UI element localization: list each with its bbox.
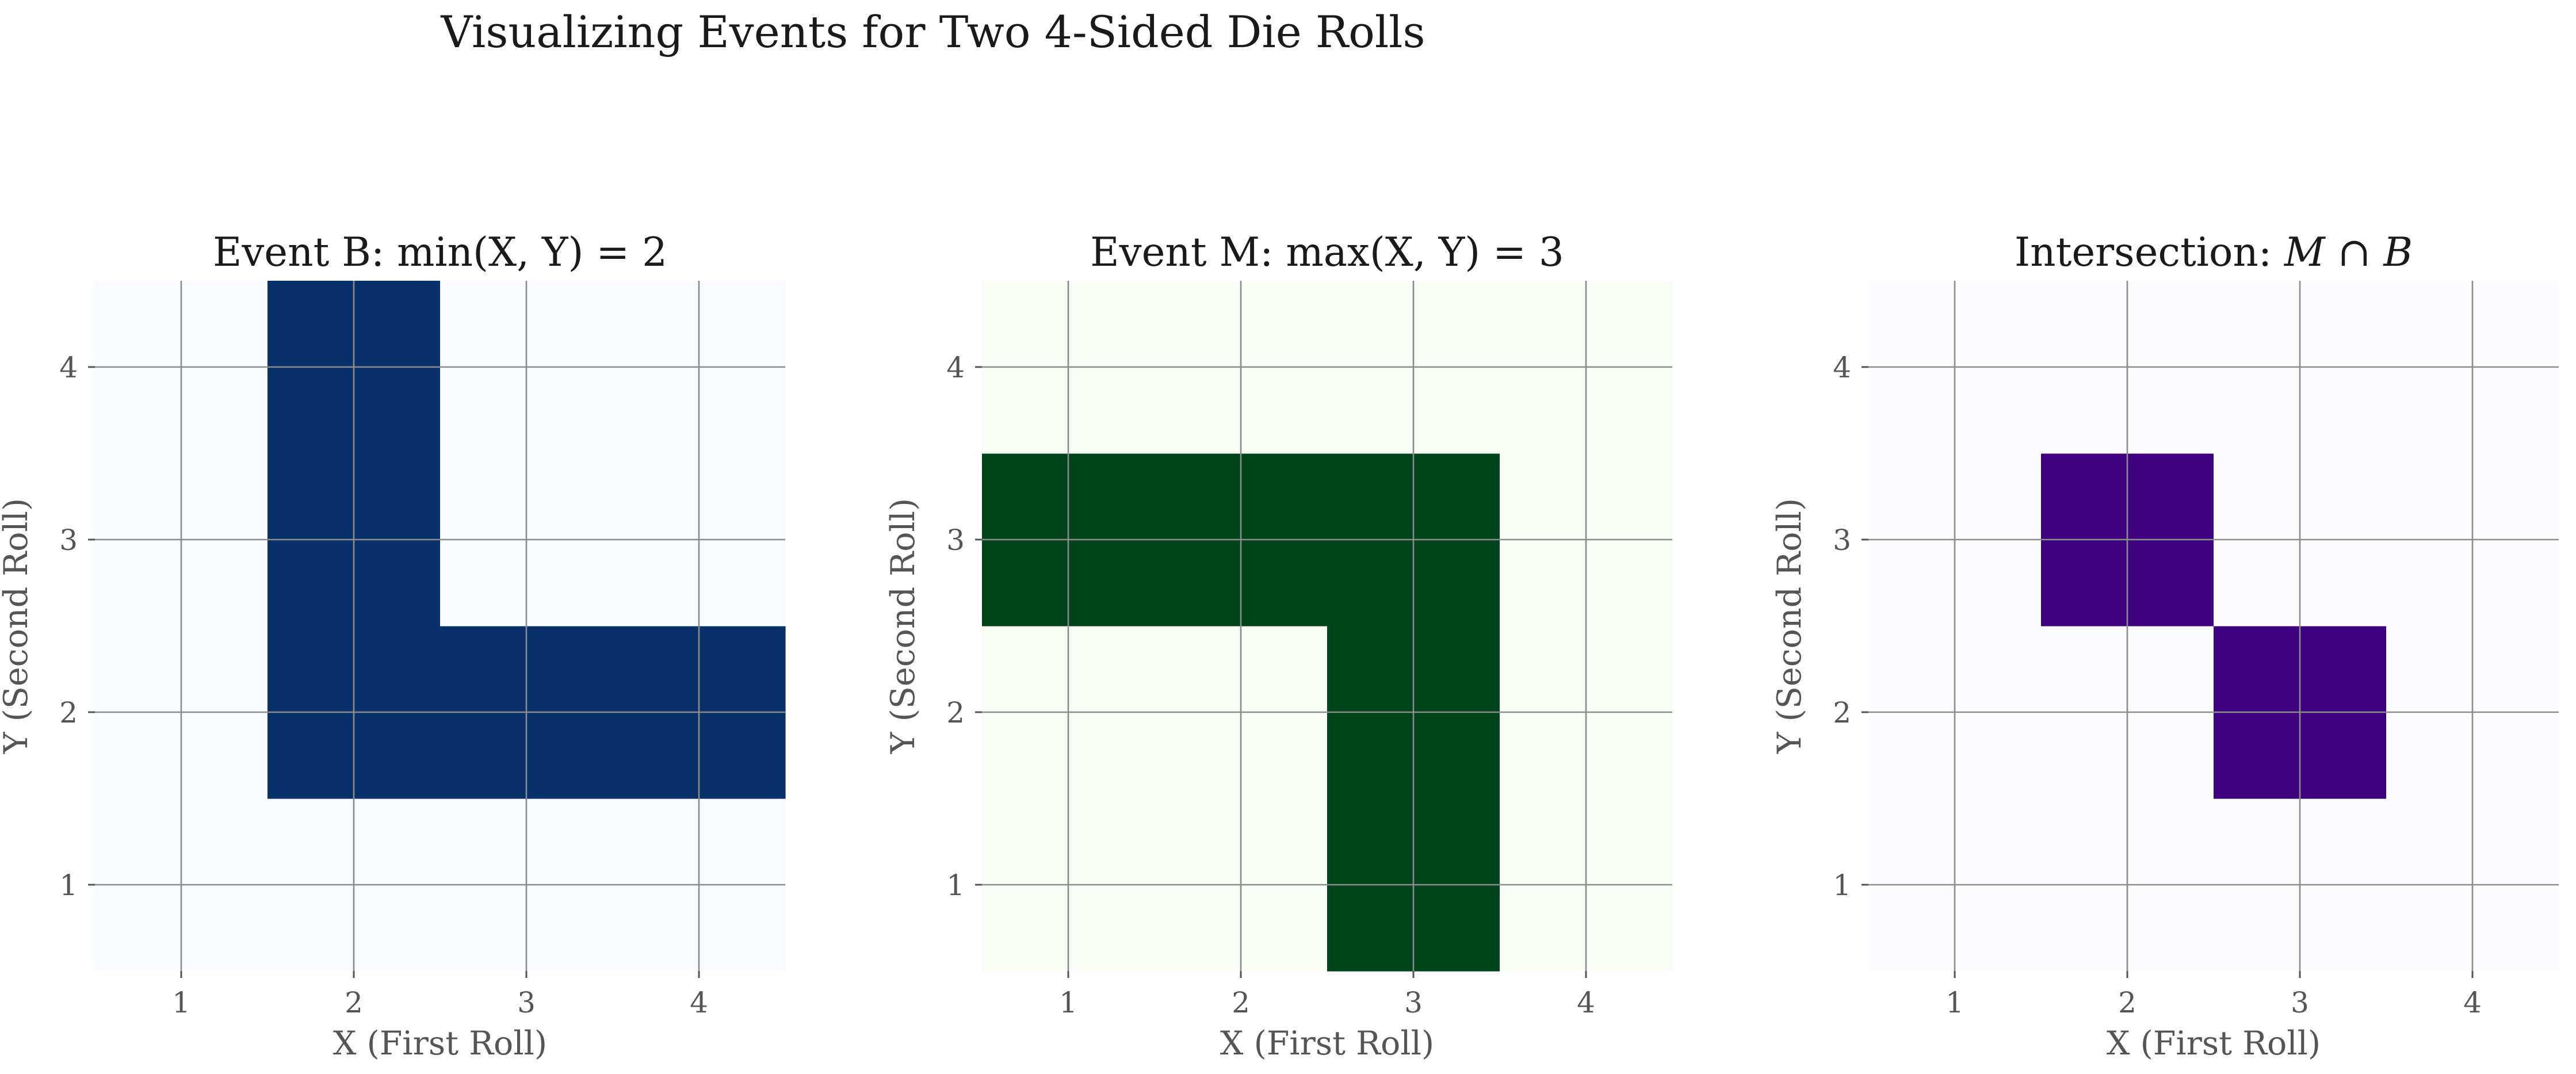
panel-event-m-ytick-2: 2 (946, 696, 965, 729)
panel-event-b-xtick-2: 2 (345, 986, 363, 1019)
panel-event-m-xlabel: X (First Roll) (1220, 1025, 1434, 1062)
panel-intersection-ytick-1: 1 (1833, 869, 1851, 902)
panel-event-b-ylabel: Y (Second Roll) (0, 498, 35, 754)
panel-intersection-ytick-4: 4 (1833, 351, 1851, 384)
panel-intersection-xlabel: X (First Roll) (2107, 1025, 2321, 1062)
panel-event-b-xtick-4: 4 (690, 986, 708, 1019)
panel-intersection-ytick-2: 2 (1833, 696, 1851, 729)
panel-intersection-xtick-3: 3 (2291, 986, 2309, 1019)
panel-intersection-title-prefix: Intersection: (2015, 230, 2284, 276)
panel-event-b-ytick-3: 3 (59, 523, 78, 557)
panel-event-b-xtick-1: 1 (172, 986, 190, 1019)
panel-intersection-ytick-3: 3 (1833, 523, 1851, 557)
panel-intersection-xtick-1: 1 (1946, 986, 1964, 1019)
panel-event-b-title: Event B: min(X, Y) = 2 (213, 230, 667, 276)
panel-event-m-ytick-4: 4 (946, 351, 965, 384)
panel-intersection-xtick-4: 4 (2463, 986, 2482, 1019)
panel-event-m: 1 2 3 4 1 2 3 4 Event M: max(X, Y) = 3 X (First… (884, 230, 1673, 1062)
panel-event-b-grid (95, 281, 785, 971)
panel-intersection-title-math: M ∩ B (2283, 230, 2413, 276)
panel-intersection-grid (1868, 281, 2559, 971)
panel-event-m-ytick-3: 3 (946, 523, 965, 557)
panel-event-m-cells (982, 281, 1673, 972)
panel-intersection-title: Intersection: M ∩ B (2015, 230, 2413, 276)
panel-event-m-ytick-1: 1 (946, 869, 965, 902)
panel-intersection-xtick-2: 2 (2118, 986, 2137, 1019)
panel-event-m-xtick-1: 1 (1059, 986, 1077, 1019)
panel-event-b-ytick-1: 1 (59, 869, 78, 902)
panel-event-m-grid (982, 281, 1672, 971)
panel-intersection-ticks: 1 2 3 4 1 2 3 4 (1833, 351, 2482, 1019)
panel-event-b-xlabel: X (First Roll) (333, 1025, 547, 1062)
panel-event-b-ytick-2: 2 (59, 696, 78, 729)
panel-event-m-ticks: 1 2 3 4 1 2 3 4 (946, 351, 1595, 1019)
panel-event-b: 1 2 3 4 1 2 3 4 Event B: min(X, Y) = 2 X (First… (0, 230, 786, 1062)
panel-event-b-xtick-3: 3 (517, 986, 536, 1019)
panel-event-b-cells (95, 281, 786, 972)
panel-event-m-xtick-3: 3 (1404, 986, 1423, 1019)
panel-event-m-xtick-2: 2 (1232, 986, 1250, 1019)
panel-event-b-ticks: 1 2 3 4 1 2 3 4 (59, 351, 708, 1019)
panel-intersection: 1 2 3 4 1 2 3 4 Intersection: M ∩ B X (First Ro… (1771, 230, 2559, 1062)
panel-event-m-title: Event M: max(X, Y) = 3 (1090, 230, 1564, 276)
figure-suptitle: Visualizing Events for Two 4-Sided Die R… (440, 6, 1425, 58)
panel-event-m-xtick-4: 4 (1577, 986, 1595, 1019)
panel-intersection-cells (1868, 281, 2559, 972)
panel-event-m-ylabel: Y (Second Roll) (884, 498, 922, 754)
panel-intersection-ylabel: Y (Second Roll) (1771, 498, 1809, 754)
panel-event-b-ytick-4: 4 (59, 351, 78, 384)
